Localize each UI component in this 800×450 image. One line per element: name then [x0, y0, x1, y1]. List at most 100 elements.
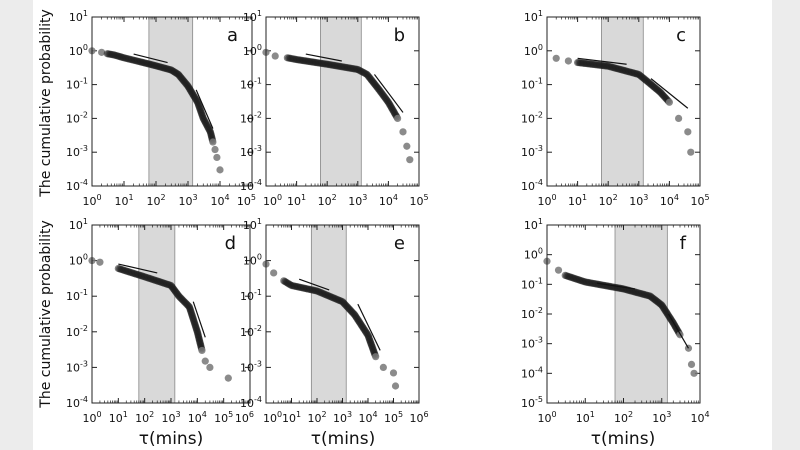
ylabel-top: The cumulative probability: [38, 9, 54, 197]
x-tick-label: 104: [188, 410, 207, 425]
fit-line: [650, 78, 689, 109]
x-tick-label: 102: [135, 410, 154, 425]
panel-c: 100 101 102 103 104 105 10-4 10-3 10-2 10-1 100 101…: [521, 9, 710, 208]
axes-frame: [546, 224, 701, 404]
panel-label: a: [227, 25, 238, 46]
y-tick-label: 100: [243, 253, 262, 268]
y-tick-label: 100: [69, 43, 88, 58]
left-margin: [0, 0, 33, 450]
data-point: [206, 363, 214, 371]
x-tick-label: 106: [235, 410, 254, 425]
y-tick-label: 10-3: [66, 144, 88, 159]
y-tick-label: 10-4: [521, 178, 543, 193]
panel-d: 100 101 102 103 104 105 106 10-4 10-3 10-2 10-1 100…: [66, 217, 254, 425]
panel-label: c: [676, 25, 686, 46]
y-tick-label: 10-1: [240, 77, 262, 92]
x-tick-label: 103: [178, 193, 197, 208]
fit-line: [133, 53, 168, 64]
fit-line: [577, 57, 627, 65]
y-tick-label: 10-1: [521, 77, 543, 92]
x-tick-label: 101: [114, 193, 133, 208]
x-tick-label: 100: [82, 193, 101, 208]
x-tick-label: 103: [629, 193, 648, 208]
x-tick-label: 104: [358, 410, 377, 425]
panel-e: 100 101 102 103 104 105 10610-410-310-210-1100…: [240, 217, 429, 425]
fit-line: [357, 303, 381, 351]
y-tick-label: 10-1: [66, 77, 88, 92]
right-margin: [772, 0, 800, 450]
x-tick-label: 103: [348, 193, 367, 208]
y-tick-label: 10-4: [240, 395, 262, 410]
data-point: [687, 360, 696, 369]
x-tick-label: 106: [409, 410, 428, 425]
data-point: [198, 346, 206, 355]
data-point: [270, 269, 278, 277]
x-tick-label: 105: [384, 410, 403, 425]
x-tick-label: 101: [576, 410, 595, 425]
axes-frame: [265, 16, 420, 187]
y-tick-label: 10-4: [240, 178, 262, 193]
y-tick-label: 10-3: [240, 359, 262, 374]
y-tick-label: 10-4: [521, 365, 543, 380]
ylabel-bottom: The cumulative probability: [38, 220, 54, 408]
x-tick-label: 103: [161, 410, 180, 425]
data-point: [564, 57, 572, 65]
x-tick-label: 101: [109, 410, 128, 425]
data-point: [675, 114, 683, 122]
data-point: [391, 382, 400, 390]
shaded-region: [601, 16, 644, 187]
x-tick-label: 105: [690, 193, 709, 208]
x-tick-label: 102: [614, 410, 633, 425]
xlabel-d: τ(mins): [139, 429, 203, 449]
data-point: [96, 258, 104, 266]
y-tick-label: 101: [243, 9, 262, 24]
y-tick-label: 10-5: [521, 395, 543, 410]
panel-label: e: [394, 233, 405, 254]
y-tick-label: 100: [243, 43, 262, 58]
x-tick-label: 105: [237, 193, 256, 208]
shaded-region: [310, 224, 347, 404]
y-tick-label: 10-2: [240, 324, 262, 339]
y-tick-label: 101: [69, 9, 88, 24]
data-point: [690, 369, 698, 377]
y-tick-label: 101: [524, 9, 543, 24]
data-point: [687, 148, 695, 156]
data-point: [684, 128, 692, 136]
panel-a: 100 101 102 103 104 105 10-4 10-3 10-2 10-1 100 101…: [66, 9, 256, 208]
x-tick-label: 101: [282, 410, 301, 425]
data-point: [201, 357, 209, 365]
x-tick-label: 100: [263, 410, 282, 425]
x-tick-label: 100: [537, 410, 556, 425]
y-tick-label: 100: [69, 253, 88, 268]
fit-line: [305, 53, 342, 62]
data-point: [406, 156, 414, 164]
shaded-region: [138, 224, 176, 404]
data-point: [403, 142, 411, 150]
data-point: [389, 369, 398, 377]
data-point: [213, 153, 221, 162]
data-point: [271, 52, 279, 60]
fit-line: [667, 313, 690, 349]
y-tick-label: 10-3: [240, 144, 262, 159]
x-tick-label: 102: [307, 410, 326, 425]
y-tick-label: 10-1: [66, 288, 88, 303]
x-tick-label: 104: [210, 193, 229, 208]
y-tick-label: 100: [524, 43, 543, 58]
y-tick-label: 10-4: [66, 395, 88, 410]
panel-label: d: [225, 233, 236, 254]
data-point: [211, 145, 219, 154]
x-tick-label: 103: [652, 410, 671, 425]
fit-line: [596, 282, 636, 290]
data-point: [209, 138, 217, 146]
data-point: [98, 48, 106, 56]
x-tick-label: 102: [599, 193, 618, 208]
x-tick-label: 101: [287, 193, 306, 208]
x-tick-label: 100: [263, 193, 282, 208]
fit-line: [373, 74, 404, 113]
y-tick-label: 10-3: [521, 144, 543, 159]
axes-frame: [546, 16, 701, 187]
shaded-region: [148, 16, 194, 187]
x-tick-label: 103: [333, 410, 352, 425]
x-tick-label: 104: [690, 410, 709, 425]
